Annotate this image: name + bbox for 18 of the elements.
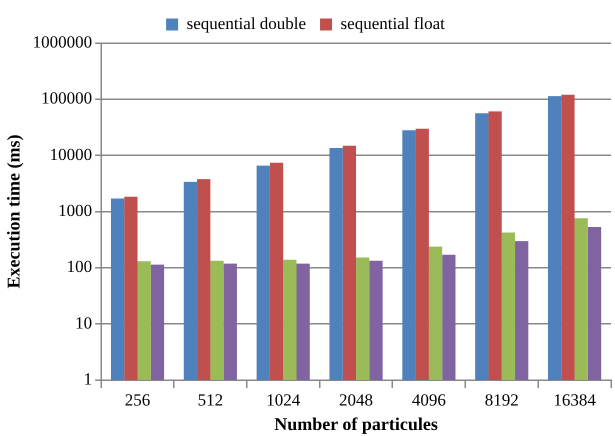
x-axis-title: Number of particules: [274, 414, 438, 434]
y-tick-label: 1000: [58, 200, 92, 220]
legend-label: sequential double: [186, 14, 306, 33]
x-tick-label: 1024: [266, 390, 301, 410]
x-tick-label: 4096: [412, 390, 446, 410]
y-tick-label: 100: [66, 257, 92, 276]
legend-label: sequential float: [340, 14, 446, 33]
x-tick-label: 2048: [339, 390, 374, 410]
x-tick-label: 8192: [484, 390, 519, 410]
y-tick-label: 100000: [41, 88, 92, 108]
y-axis-title: Execution time (ms): [3, 134, 24, 288]
x-tick-label: 256: [124, 390, 150, 410]
y-tick-label: 10000: [50, 144, 92, 164]
x-tick-label: 16384: [553, 390, 596, 410]
y-tick-label: 1000000: [32, 32, 92, 52]
x-tick-label: 512: [198, 390, 224, 410]
y-tick-label: 10: [75, 313, 92, 332]
y-tick-label: 1: [84, 369, 92, 388]
